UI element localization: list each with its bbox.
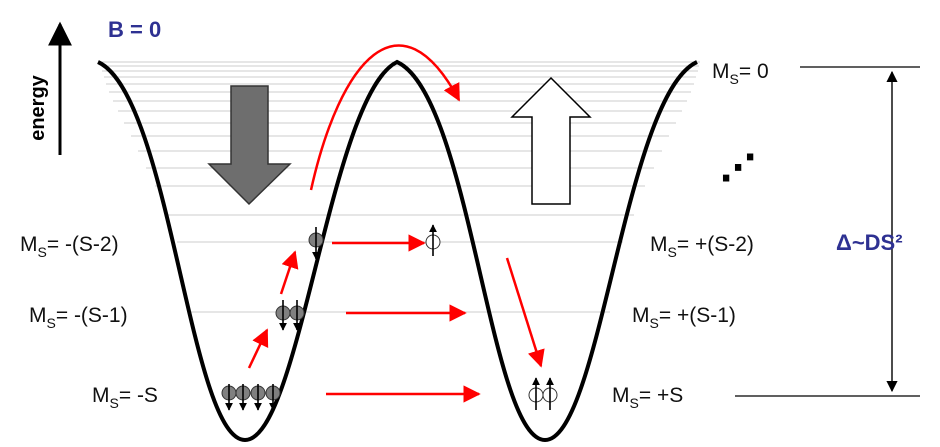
spins-bottom-right: [528, 377, 558, 410]
up-arrow-icon: [510, 76, 592, 205]
spins-bottom-left: [221, 384, 281, 411]
climb-arrow-1: [247, 328, 269, 369]
spins-top-left: [308, 227, 324, 260]
transition-arrows: [247, 44, 545, 403]
level-label-right-s2: MS= +(S-2): [650, 233, 754, 260]
level-label-left-s: MS= -S: [92, 384, 158, 411]
level-label-right-s: MS= +S: [612, 384, 683, 411]
spins-middle-left: [275, 300, 305, 331]
spins-top-right: [425, 224, 441, 256]
barrier-height-label: Δ~DS²: [836, 230, 903, 255]
ellipsis-dots: ⋰: [720, 147, 756, 188]
down-arrow-icon: [207, 85, 292, 206]
thermal-activation-arc: [309, 44, 461, 191]
level-label-right-0: MS= 0: [712, 60, 769, 87]
level-label-left-s2: MS= -(S-2): [20, 233, 119, 260]
double-well-curve: [97, 59, 698, 443]
climb-arrow-2: [279, 250, 299, 295]
level-label-left-s1: MS= -(S-1): [29, 304, 128, 331]
relax-arrow: [505, 257, 545, 368]
energy-axis-label: energy: [27, 74, 49, 140]
field-label: B = 0: [108, 17, 161, 42]
level-label-right-s1: MS= +(S-1): [632, 304, 736, 331]
